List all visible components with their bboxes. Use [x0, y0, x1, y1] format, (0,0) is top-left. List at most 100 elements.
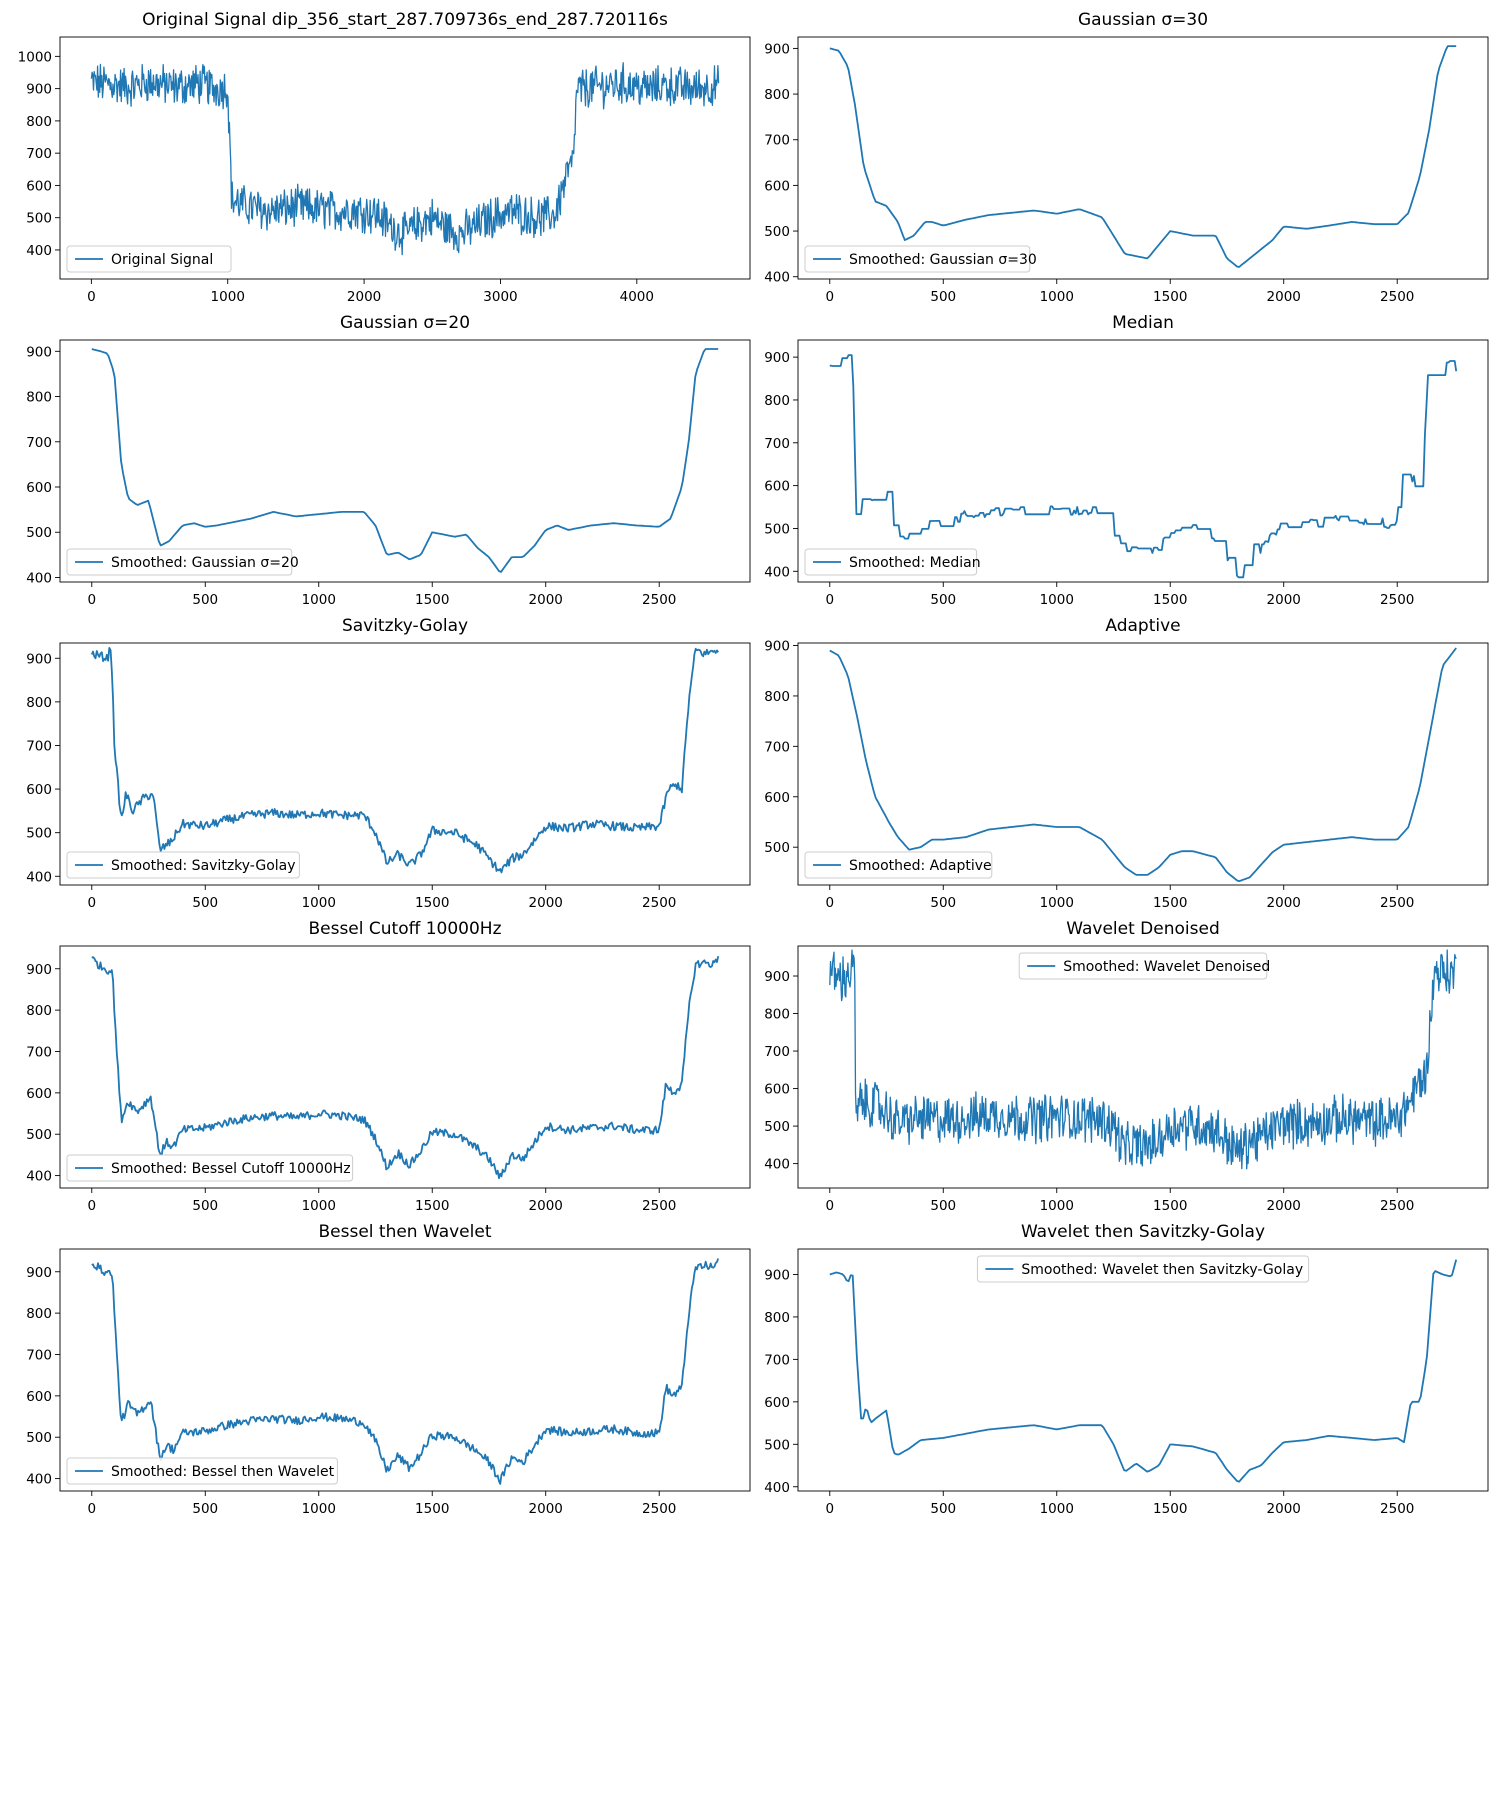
series-line — [91, 1258, 720, 1485]
x-tick-label: 1000 — [302, 592, 336, 608]
subplot-title: Median — [1112, 313, 1174, 333]
legend: Smoothed: Gaussian σ=20 — [66, 548, 299, 576]
x-tick-label: 2000 — [347, 289, 381, 305]
y-tick-label: 500 — [26, 826, 52, 842]
x-tick-label: 1500 — [1153, 289, 1187, 305]
y-tick-label: 900 — [26, 344, 52, 360]
subplot-4: Median 0 500 1000 1500 2000 2500 400 500 600 700 80… — [764, 313, 1489, 608]
series-line — [90, 647, 719, 874]
y-tick-label: 400 — [26, 1472, 52, 1488]
legend: Smoothed: Bessel then Wavelet — [66, 1457, 338, 1485]
legend-box — [66, 1154, 354, 1182]
x-tick-label: 1500 — [415, 1198, 449, 1214]
series-line — [829, 1259, 1458, 1483]
x-tick-label: 500 — [192, 895, 218, 911]
x-tick-label: 1500 — [1153, 1198, 1187, 1214]
y-tick-label: 600 — [26, 178, 52, 194]
axes-frame — [59, 642, 751, 886]
x-tick-label: 0 — [87, 289, 96, 305]
legend-label: Smoothed: Bessel Cutoff 10000Hz — [111, 1161, 351, 1177]
x-tick-label: 2000 — [529, 895, 563, 911]
x-tick-label: 0 — [825, 592, 834, 608]
y-tick-label: 600 — [26, 782, 52, 798]
subplot-2: Gaussian σ=30 0 500 1000 1500 2000 2500 400 500 6… — [764, 10, 1489, 305]
series-line — [91, 956, 720, 1180]
y-tick-label: 600 — [26, 480, 52, 496]
x-tick-label: 2000 — [529, 592, 563, 608]
x-tick-label: 1500 — [415, 592, 449, 608]
legend: Smoothed: Adaptive — [804, 851, 993, 879]
y-tick-label: 600 — [764, 1395, 790, 1411]
axes-frame — [797, 339, 1489, 583]
subplot-8: Wavelet Denoised 0 500 1000 1500 2000 2500 400 5… — [764, 919, 1489, 1214]
y-tick-label: 500 — [764, 224, 790, 240]
y-tick-label: 700 — [26, 435, 52, 451]
legend: Smoothed: Gaussian σ=30 — [804, 245, 1037, 273]
subplot-title: Bessel Cutoff 10000Hz — [308, 919, 501, 939]
x-tick-label: 2000 — [1267, 895, 1301, 911]
y-tick-label: 600 — [764, 479, 790, 495]
y-tick-label: 700 — [26, 146, 52, 162]
y-tick-label: 900 — [26, 651, 52, 667]
series-line — [829, 354, 1458, 579]
axes-frame — [59, 36, 751, 280]
y-tick-label: 500 — [26, 1127, 52, 1143]
x-tick-label: 2000 — [1267, 592, 1301, 608]
x-tick-label: 2000 — [1267, 289, 1301, 305]
series-line — [829, 45, 1457, 268]
x-tick-label: 0 — [825, 895, 834, 911]
y-tick-label: 600 — [764, 178, 790, 194]
x-tick-label: 0 — [825, 289, 834, 305]
y-tick-label: 400 — [764, 564, 790, 580]
axes-frame — [797, 945, 1489, 1189]
x-tick-label: 2500 — [642, 895, 676, 911]
x-tick-label: 2500 — [1380, 1198, 1414, 1214]
legend-box — [66, 1457, 338, 1485]
x-tick-label: 4000 — [620, 289, 654, 305]
legend-label: Smoothed: Wavelet then Savitzky-Golay — [1021, 1262, 1303, 1278]
legend-box — [804, 851, 993, 879]
subplot-3: Gaussian σ=20 0 500 1000 1500 2000 2500 400 500 6… — [26, 313, 751, 608]
x-tick-label: 0 — [87, 592, 96, 608]
x-tick-label: 2500 — [642, 1501, 676, 1517]
subplot-title: Wavelet Denoised — [1066, 919, 1219, 939]
subplot-title: Bessel then Wavelet — [318, 1222, 491, 1242]
y-tick-label: 700 — [764, 1044, 790, 1060]
x-tick-label: 1000 — [302, 895, 336, 911]
x-tick-label: 0 — [87, 1501, 96, 1517]
legend-box — [1018, 952, 1268, 980]
x-tick-label: 500 — [192, 592, 218, 608]
x-tick-label: 1000 — [211, 289, 245, 305]
series-line — [829, 647, 1457, 883]
x-tick-label: 0 — [87, 895, 96, 911]
x-tick-label: 2500 — [642, 592, 676, 608]
y-tick-label: 700 — [26, 738, 52, 754]
y-tick-label: 800 — [764, 87, 790, 103]
subplot-6: Adaptive 0 500 1000 1500 2000 2500 500 600 700 800… — [764, 616, 1489, 911]
legend: Smoothed: Median — [804, 548, 981, 576]
legend-box — [66, 245, 232, 273]
x-tick-label: 2500 — [1380, 895, 1414, 911]
y-tick-label: 500 — [764, 840, 790, 856]
axes-frame — [59, 945, 751, 1189]
legend-label: Smoothed: Savitzky-Golay — [111, 858, 296, 874]
x-tick-label: 1000 — [1040, 289, 1074, 305]
x-tick-label: 1000 — [1040, 1198, 1074, 1214]
y-tick-label: 800 — [764, 1007, 790, 1023]
y-tick-label: 500 — [764, 1437, 790, 1453]
y-tick-label: 700 — [764, 739, 790, 755]
subplot-7: Bessel Cutoff 10000Hz 0 500 1000 1500 2000 250… — [26, 919, 751, 1214]
x-tick-label: 2000 — [1267, 1501, 1301, 1517]
x-tick-label: 3000 — [483, 289, 517, 305]
x-tick-label: 1500 — [1153, 895, 1187, 911]
axes-frame — [797, 1248, 1489, 1492]
legend-box — [66, 548, 293, 576]
y-tick-label: 900 — [764, 350, 790, 366]
y-tick-label: 800 — [764, 393, 790, 409]
legend: Smoothed: Wavelet then Savitzky-Golay — [976, 1255, 1310, 1283]
legend: Original Signal — [66, 245, 232, 273]
y-tick-label: 700 — [26, 1347, 52, 1363]
x-tick-label: 500 — [192, 1501, 218, 1517]
